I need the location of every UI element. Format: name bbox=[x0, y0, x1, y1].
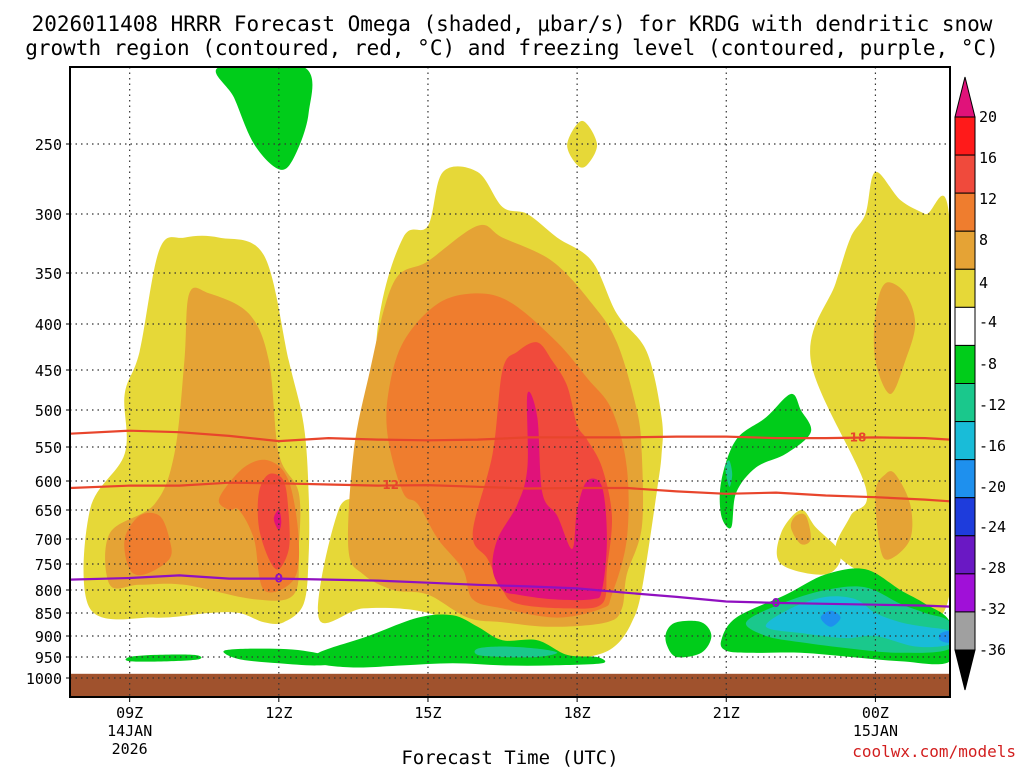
y-tick-label: 250 bbox=[35, 136, 62, 154]
omega-region-cyan-east bbox=[765, 596, 950, 648]
colorbar-segment bbox=[954, 573, 976, 613]
y-tick-label: 750 bbox=[35, 556, 62, 574]
omega-region-red-west2 bbox=[257, 473, 290, 570]
omega-region-darkorange-west1 bbox=[124, 512, 172, 576]
y-axis: 250 300 350 400 450 500 550 600 650 700 750 800 850 9… bbox=[26, 136, 70, 688]
y-tick-label: 700 bbox=[35, 531, 62, 549]
omega-region-green-21z-mid bbox=[719, 393, 812, 529]
chart-title-line1: 2026011408 HRRR Forecast Omega (shaded, … bbox=[32, 12, 993, 36]
omega-region-blue-east-1 bbox=[820, 610, 841, 627]
y-tick-label: 600 bbox=[35, 473, 62, 491]
colorbar-label: -12 bbox=[979, 396, 1006, 414]
colorbar-label: 8 bbox=[979, 231, 988, 249]
contour-lines bbox=[70, 429, 950, 608]
x-tick-label: 15Z bbox=[414, 704, 441, 722]
omega-region-upper-green bbox=[215, 67, 313, 170]
colorbar-segment bbox=[954, 154, 976, 194]
x-tick-label: 12Z bbox=[265, 704, 292, 722]
ground-bar bbox=[70, 673, 950, 697]
colorbar-segment bbox=[954, 459, 976, 499]
colorbar: 20 16 12 8 4 -4 -8 -12 -16 -20 -24 -28 -32 -36 bbox=[954, 76, 1006, 691]
colorbar-segment bbox=[954, 116, 976, 156]
x-tick-label: 21Z bbox=[713, 704, 740, 722]
y-tick-label: 950 bbox=[35, 649, 62, 667]
colorbar-label: -24 bbox=[979, 518, 1006, 536]
y-tick-label: 900 bbox=[35, 628, 62, 646]
colorbar-label: -32 bbox=[979, 600, 1006, 618]
x-tick-label: 18Z bbox=[564, 704, 591, 722]
y-tick-label: 400 bbox=[35, 316, 62, 334]
credit-text: coolwx.com/models bbox=[852, 742, 1016, 761]
omega-region-orange-east-1 bbox=[873, 282, 916, 394]
contour-label: 0 bbox=[275, 572, 283, 586]
omega-region-orange-east-2 bbox=[875, 471, 913, 560]
colorbar-segment bbox=[954, 421, 976, 461]
colorbar-label: -16 bbox=[979, 437, 1006, 455]
x-tick-year: 2026 bbox=[112, 740, 148, 758]
colorbar-label: 20 bbox=[979, 108, 997, 126]
omega-region-green-19z bbox=[665, 620, 712, 658]
grid bbox=[70, 67, 950, 697]
y-tick-label: 850 bbox=[35, 605, 62, 623]
contour-labels: -18 12 0 0 bbox=[275, 430, 867, 610]
omega-region-magenta-spot bbox=[273, 509, 282, 531]
y-tick-label: 1000 bbox=[26, 670, 62, 688]
ground-layer bbox=[70, 673, 950, 697]
colorbar-segment bbox=[954, 344, 976, 384]
colorbar-segment bbox=[954, 306, 976, 346]
y-tick-label: 350 bbox=[35, 265, 62, 283]
omega-region-teal-15z-low bbox=[474, 646, 558, 658]
colorbar-bottom-arrow bbox=[954, 649, 976, 691]
omega-region-yellow-east bbox=[810, 171, 950, 618]
colorbar-label: -4 bbox=[979, 313, 997, 331]
colorbar-segment bbox=[954, 611, 976, 651]
colorbar-label: 12 bbox=[979, 190, 997, 208]
colorbar-segment bbox=[954, 192, 976, 232]
colorbar-label: -28 bbox=[979, 559, 1006, 577]
omega-region-teal-21z-spot bbox=[725, 460, 733, 487]
contour-dgz-minus18 bbox=[70, 429, 950, 443]
y-tick-label: 500 bbox=[35, 402, 62, 420]
y-tick-label: 550 bbox=[35, 439, 62, 457]
plot-frame bbox=[69, 66, 951, 698]
chart-title-line2: growth region (contoured, red, °C) and f… bbox=[25, 36, 999, 60]
omega-region-magenta-center bbox=[492, 391, 607, 601]
colorbar-top-arrow bbox=[954, 76, 976, 118]
colorbar-segment bbox=[954, 383, 976, 423]
y-tick-label: 300 bbox=[35, 206, 62, 224]
omega-region-blue-east-2 bbox=[938, 630, 950, 643]
contour-dgz-minus12 bbox=[70, 481, 950, 503]
colorbar-label: 16 bbox=[979, 149, 997, 167]
contour-label: 12 bbox=[382, 478, 399, 492]
plot-area: -18 12 0 0 bbox=[69, 66, 951, 698]
y-tick-label: 450 bbox=[35, 362, 62, 380]
colorbar-segment bbox=[954, 268, 976, 308]
colorbar-label: 4 bbox=[979, 274, 988, 292]
omega-region-orange-pocket-2 bbox=[790, 513, 811, 545]
colorbar-label: -20 bbox=[979, 478, 1006, 496]
colorbar-label: -8 bbox=[979, 355, 997, 373]
y-tick-label: 650 bbox=[35, 502, 62, 520]
contour-label: -18 bbox=[845, 430, 867, 444]
x-tick-label: 09Z bbox=[116, 704, 143, 722]
colorbar-segment bbox=[954, 535, 976, 575]
colorbar-label: -36 bbox=[979, 641, 1006, 659]
omega-region-green-west-low bbox=[125, 654, 202, 662]
colorbar-segment bbox=[954, 497, 976, 537]
colorbar-segment bbox=[954, 230, 976, 270]
contour-label: 0 bbox=[772, 596, 780, 610]
x-tick-date: 15JAN bbox=[853, 722, 898, 740]
contour-freezing-level bbox=[70, 574, 950, 608]
x-axis-label: Forecast Time (UTC) bbox=[401, 747, 618, 768]
y-tick-label: 800 bbox=[35, 582, 62, 600]
x-tick-label: 00Z bbox=[862, 704, 889, 722]
x-tick-date: 14JAN bbox=[107, 722, 152, 740]
